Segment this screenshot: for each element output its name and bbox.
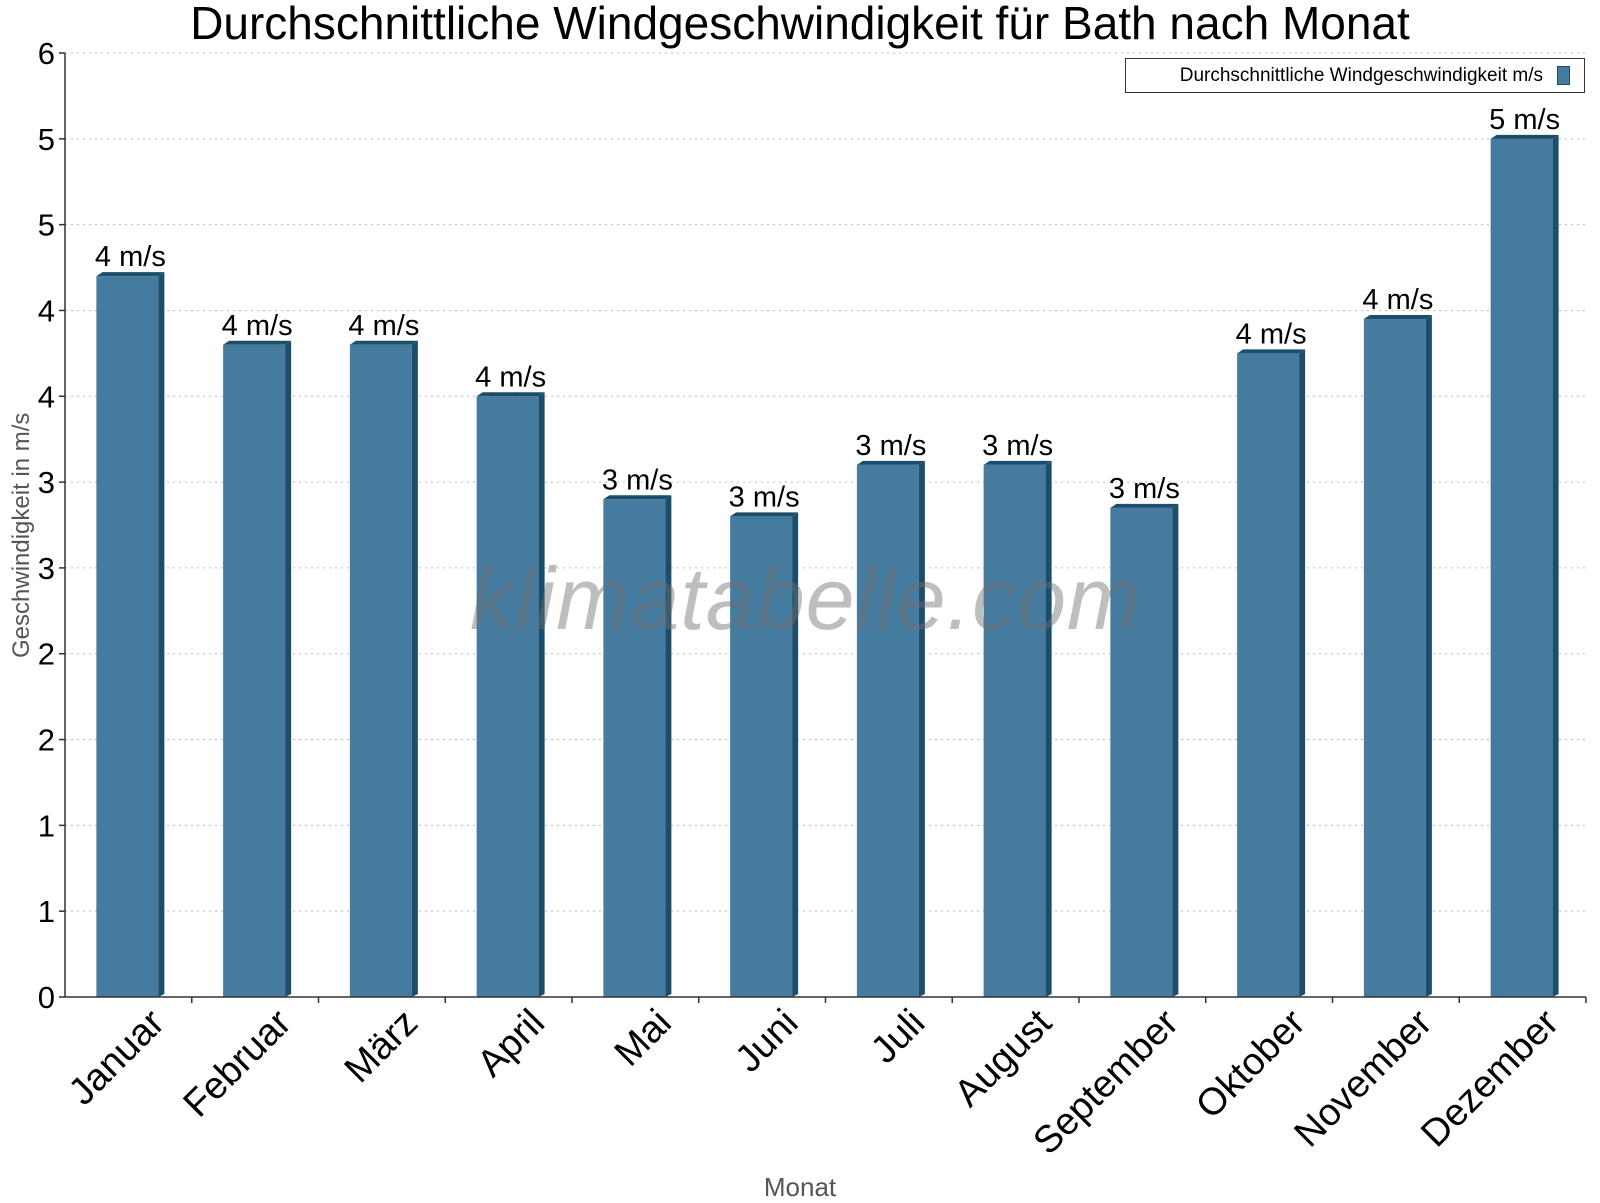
y-tick-label: 4 [38, 293, 55, 328]
bar-top [476, 392, 545, 397]
x-tick-label: März [337, 1002, 426, 1091]
bar [856, 464, 919, 998]
bar-top [856, 460, 925, 465]
data-label: 4 m/s [475, 361, 546, 393]
data-label: 4 m/s [95, 241, 166, 273]
bar-side [1299, 349, 1306, 997]
x-tick-label: Februar [176, 1001, 300, 1125]
data-label: 4 m/s [1236, 318, 1307, 350]
bar [349, 344, 412, 997]
y-tick-label: 2 [38, 637, 55, 672]
data-label: 3 m/s [982, 430, 1053, 462]
bar [1237, 353, 1300, 997]
bar [1110, 507, 1173, 997]
bar [1363, 319, 1426, 997]
y-tick-label: 6 [38, 36, 55, 71]
bar [223, 344, 286, 997]
bar [476, 396, 539, 998]
chart-title: Durchschnittliche Windgeschwindigkeit fü… [190, 0, 1410, 49]
bar-side [665, 495, 672, 997]
bar-side [538, 392, 545, 998]
bar-top [1490, 134, 1559, 139]
bar-side [792, 512, 799, 997]
bar-top [1363, 315, 1432, 320]
x-axis-title: Monat [763, 1172, 837, 1202]
data-label: 4 m/s [348, 310, 419, 342]
y-tick-label: 2 [38, 723, 55, 758]
legend-swatch [1557, 66, 1570, 85]
data-label: 4 m/s [1362, 284, 1433, 316]
bar [603, 499, 666, 997]
bar-side [1045, 460, 1052, 998]
bar-side [1552, 134, 1559, 997]
data-label: 4 m/s [222, 310, 293, 342]
bar-top [1110, 503, 1179, 508]
bar-side [158, 272, 165, 997]
x-tick-label: Mai [607, 1002, 680, 1075]
x-tick-label: Oktober [1188, 1001, 1314, 1127]
y-tick-label: 1 [38, 894, 55, 929]
y-tick-label: 5 [38, 122, 55, 157]
bar-top [603, 495, 672, 500]
bar-side [1425, 315, 1432, 997]
y-tick-label: 3 [38, 551, 55, 586]
data-label: 3 m/s [1109, 473, 1180, 505]
bar-side [1172, 503, 1179, 997]
bar-top [96, 272, 165, 277]
bar [983, 464, 1046, 998]
y-tick-label: 4 [38, 379, 55, 414]
x-tick-label: April [470, 1002, 553, 1085]
bar-side [285, 340, 292, 997]
legend: Durchschnittliche Windgeschwindigkeit m/… [1125, 58, 1585, 93]
x-tick-label: Januar [61, 1001, 173, 1113]
x-tick-label: Juni [727, 1002, 806, 1081]
y-tick-label: 1 [38, 808, 55, 843]
bar-top [223, 340, 292, 345]
bar-top [983, 460, 1052, 465]
data-label: 3 m/s [602, 464, 673, 496]
data-label: 3 m/s [855, 430, 926, 462]
y-tick-label: 0 [38, 980, 55, 1015]
x-tick-label: Dezember [1413, 1001, 1567, 1155]
x-tick-label: Juli [863, 1002, 933, 1072]
y-axis-title: Geschwindigkeit in m/s [8, 412, 35, 658]
data-label: 3 m/s [729, 481, 800, 513]
bar-top [730, 512, 799, 517]
data-label: 5 m/s [1489, 104, 1560, 136]
x-tick-label: August [947, 1001, 1061, 1115]
x-tick-label: November [1287, 1001, 1441, 1155]
y-tick-label: 5 [38, 208, 55, 243]
bar [730, 516, 793, 997]
bar-top [349, 340, 418, 345]
bar [1490, 138, 1553, 997]
bar-side [411, 340, 418, 997]
bar-top [1237, 349, 1306, 354]
bar [96, 276, 159, 997]
legend-label: Durchschnittliche Windgeschwindigkeit m/… [1179, 64, 1543, 86]
y-tick-label: 3 [38, 465, 55, 500]
bar-side [918, 460, 925, 998]
